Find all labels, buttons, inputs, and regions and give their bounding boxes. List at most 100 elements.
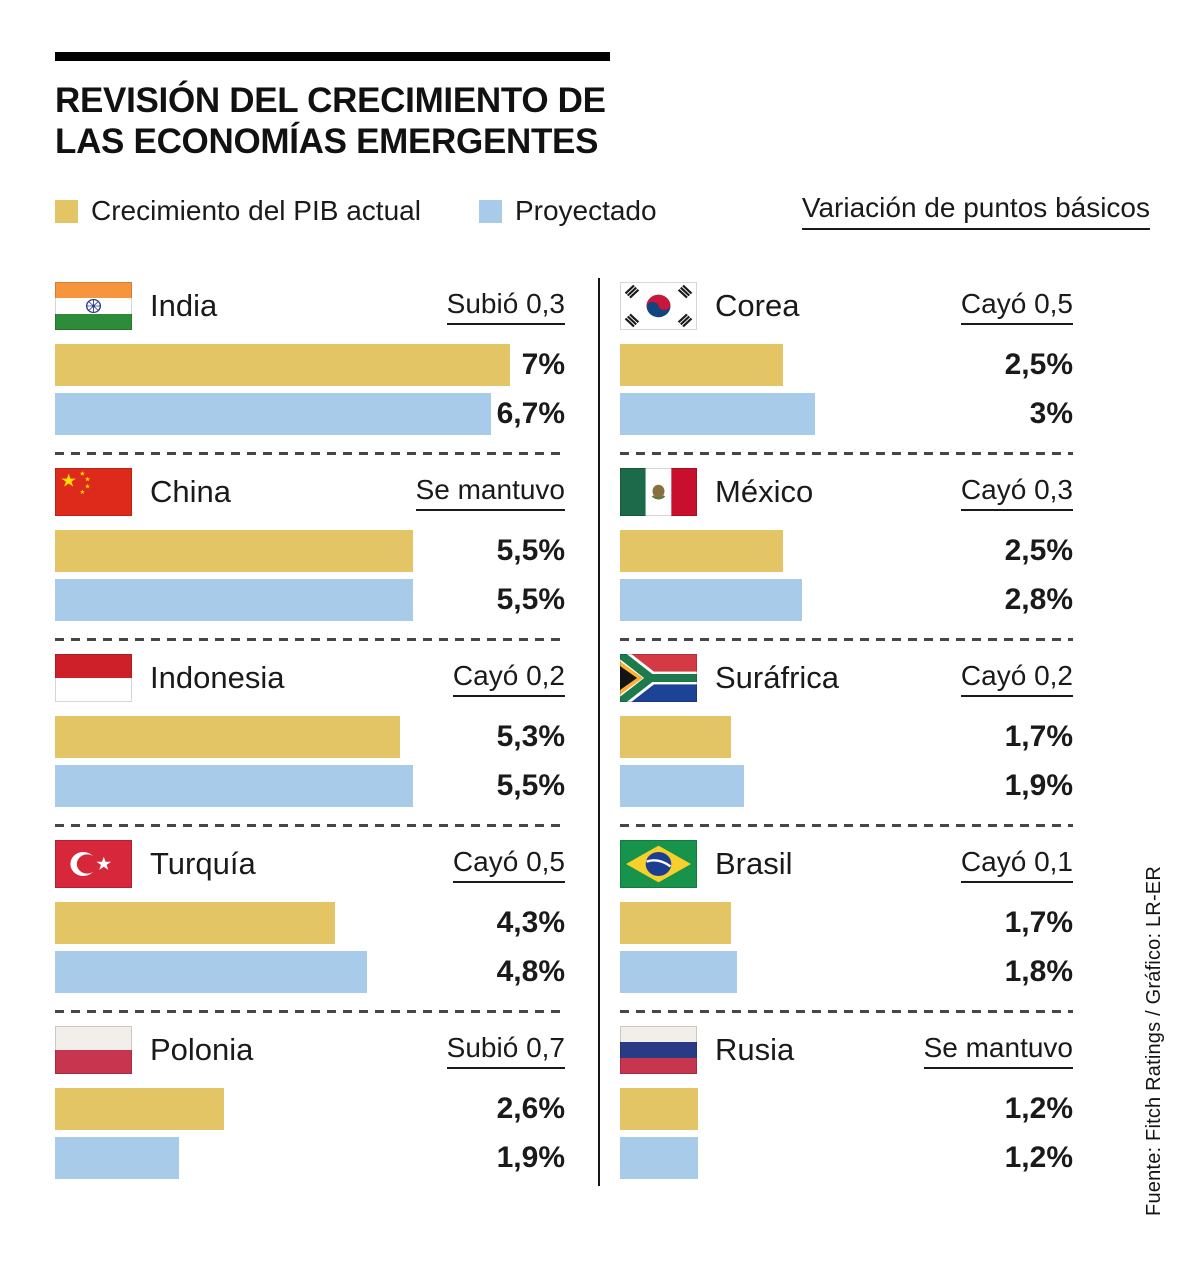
- dashed-separator: [55, 1010, 565, 1014]
- right-column: Corea Cayó 0,5 2,5% 3%: [620, 278, 1073, 1186]
- projected-gdp-bar: [55, 765, 413, 808]
- country-header: Turquía Cayó 0,5: [55, 840, 565, 889]
- dashed-separator: [620, 452, 1073, 456]
- projected-gdp-bar: [55, 951, 367, 994]
- projected-gdp-value: 1,8%: [1004, 955, 1073, 989]
- projected-gdp-value: 5,5%: [496, 583, 565, 617]
- actual-legend-label: Crecimiento del PIB actual: [91, 195, 421, 227]
- country-header: Brasil Cayó 0,1: [620, 840, 1073, 889]
- country-block-brasil: Brasil Cayó 0,1 1,7% 1,8%: [620, 840, 1073, 994]
- country-header: Rusia Se mantuvo: [620, 1026, 1073, 1075]
- dashed-separator: [620, 1010, 1073, 1014]
- actual-gdp-value: 2,6%: [496, 1092, 565, 1126]
- projected-gdp-bar: [620, 951, 737, 994]
- projected-gdp-bar: [620, 579, 802, 622]
- legend: Crecimiento del PIB actual Proyectado Va…: [55, 192, 1150, 231]
- actual-gdp-bar: [620, 344, 783, 387]
- projected-gdp-bar: [55, 1137, 179, 1180]
- country-name: México: [715, 474, 814, 510]
- actual-bar-row: 1,7%: [620, 902, 1073, 945]
- projected-bar-row: 1,8%: [620, 951, 1073, 994]
- actual-gdp-value: 4,3%: [496, 906, 565, 940]
- projected-gdp-value: 1,9%: [1004, 769, 1073, 803]
- country-name: Indonesia: [150, 660, 285, 696]
- projected-bar-row: 5,5%: [55, 765, 565, 808]
- actual-bar-row: 1,2%: [620, 1088, 1073, 1131]
- country-name: Corea: [715, 288, 800, 324]
- china-flag-icon: [55, 468, 132, 517]
- country-name: Suráfrica: [715, 660, 840, 696]
- projected-gdp-value: 6,7%: [496, 397, 565, 431]
- poland-flag-icon: [55, 1026, 132, 1075]
- variation-label: Cayó 0,2: [452, 660, 565, 697]
- projected-bar-row: 2,8%: [620, 579, 1073, 622]
- source-credit: Fuente: Fitch Ratings / Gráfico: LR-ER: [1143, 866, 1165, 1216]
- projected-gdp-bar: [620, 765, 744, 808]
- projected-bar-row: 1,2%: [620, 1137, 1073, 1180]
- column-divider: [598, 278, 600, 1187]
- actual-bar-row: 2,5%: [620, 344, 1073, 387]
- actual-gdp-value: 2,5%: [1004, 534, 1073, 568]
- indonesia-flag-icon: [55, 654, 132, 703]
- country-name: China: [150, 474, 231, 510]
- projected-bar-row: 5,5%: [55, 579, 565, 622]
- projected-gdp-bar: [55, 393, 491, 436]
- projected-gdp-value: 4,8%: [496, 955, 565, 989]
- actual-gdp-bar: [620, 902, 731, 945]
- mexico-flag-icon: [620, 468, 697, 517]
- actual-gdp-bar: [55, 344, 510, 387]
- actual-bar-row: 5,5%: [55, 530, 565, 573]
- country-block-india: India Subió 0,3 7% 6,7%: [55, 282, 565, 436]
- title-line-1: REVISIÓN DEL CRECIMIENTO DE: [55, 81, 606, 120]
- dashed-separator: [620, 824, 1073, 828]
- country-header: Suráfrica Cayó 0,2: [620, 654, 1073, 703]
- brazil-flag-icon: [620, 840, 697, 889]
- variation-label: Subió 0,7: [446, 1032, 565, 1069]
- country-block-corea: Corea Cayó 0,5 2,5% 3%: [620, 282, 1073, 436]
- projected-gdp-value: 1,2%: [1004, 1141, 1073, 1175]
- country-block-china: China Se mantuvo 5,5% 5,5%: [55, 468, 565, 622]
- india-flag-icon: [55, 282, 132, 331]
- variation-label: Cayó 0,1: [960, 846, 1073, 883]
- variation-label: Cayó 0,5: [452, 846, 565, 883]
- left-column: India Subió 0,3 7% 6,7%: [55, 278, 565, 1186]
- content-area: REVISIÓN DEL CRECIMIENTO DE LAS ECONOMÍA…: [55, 52, 1150, 1187]
- south-africa-flag-icon: [620, 654, 697, 703]
- projected-legend-swatch: [478, 199, 502, 223]
- projected-bar-row: 4,8%: [55, 951, 565, 994]
- projected-bar-row: 3%: [620, 393, 1073, 436]
- country-block-polonia: Polonia Subió 0,7 2,6% 1,9%: [55, 1026, 565, 1180]
- title-line-2: LAS ECONOMÍAS EMERGENTES: [55, 121, 599, 161]
- actual-gdp-bar: [55, 1088, 224, 1131]
- actual-gdp-bar: [620, 530, 783, 573]
- country-name: Polonia: [150, 1032, 254, 1068]
- variation-label: Cayó 0,2: [960, 660, 1073, 697]
- dashed-separator: [55, 638, 565, 642]
- country-header: Polonia Subió 0,7: [55, 1026, 565, 1075]
- variation-label: Cayó 0,3: [960, 474, 1073, 511]
- russia-flag-icon: [620, 1026, 697, 1075]
- country-block-rusia: Rusia Se mantuvo 1,2% 1,2%: [620, 1026, 1073, 1180]
- actual-gdp-value: 1,7%: [1004, 906, 1073, 940]
- variation-label: Se mantuvo: [415, 474, 565, 511]
- country-name: Brasil: [715, 846, 793, 882]
- country-block-surafrica: Suráfrica Cayó 0,2 1,7% 1,9%: [620, 654, 1073, 808]
- country-header: México Cayó 0,3: [620, 468, 1073, 517]
- turkey-flag-icon: [55, 840, 132, 889]
- actual-gdp-bar: [55, 716, 400, 759]
- actual-gdp-value: 7%: [521, 348, 565, 382]
- actual-gdp-value: 5,5%: [496, 534, 565, 568]
- country-header: China Se mantuvo: [55, 468, 565, 517]
- page-title: REVISIÓN DEL CRECIMIENTO DE LAS ECONOMÍA…: [55, 81, 1150, 162]
- actual-bar-row: 7%: [55, 344, 565, 387]
- actual-gdp-value: 1,7%: [1004, 720, 1073, 754]
- projected-bar-row: 1,9%: [620, 765, 1073, 808]
- actual-gdp-value: 5,3%: [496, 720, 565, 754]
- country-header: India Subió 0,3: [55, 282, 565, 331]
- actual-bar-row: 2,6%: [55, 1088, 565, 1131]
- actual-bar-row: 1,7%: [620, 716, 1073, 759]
- actual-bar-row: 4,3%: [55, 902, 565, 945]
- dashed-separator: [55, 452, 565, 456]
- actual-gdp-value: 1,2%: [1004, 1092, 1073, 1126]
